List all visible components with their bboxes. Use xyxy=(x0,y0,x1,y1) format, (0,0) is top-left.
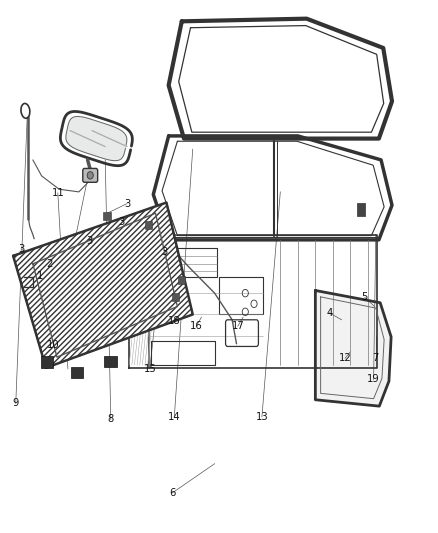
Polygon shape xyxy=(13,203,193,368)
Bar xyxy=(357,203,365,216)
Text: 13: 13 xyxy=(256,412,268,422)
Bar xyxy=(41,356,53,368)
Text: 15: 15 xyxy=(143,364,156,374)
Text: 9: 9 xyxy=(13,399,19,408)
Text: 19: 19 xyxy=(367,375,380,384)
Text: 3: 3 xyxy=(161,247,167,256)
Circle shape xyxy=(87,172,93,179)
Text: 5: 5 xyxy=(362,293,368,302)
Text: 12: 12 xyxy=(339,353,352,363)
Text: 17: 17 xyxy=(231,321,244,331)
Text: 1: 1 xyxy=(37,271,43,281)
Bar xyxy=(178,276,185,284)
Polygon shape xyxy=(315,290,391,406)
Text: 6: 6 xyxy=(169,488,175,498)
Polygon shape xyxy=(13,203,193,368)
Bar xyxy=(103,212,111,220)
Text: 3: 3 xyxy=(119,217,125,227)
Text: 14: 14 xyxy=(168,412,180,422)
Bar xyxy=(71,367,83,378)
Text: 10: 10 xyxy=(47,340,60,350)
Text: 18: 18 xyxy=(168,316,180,326)
Text: 8: 8 xyxy=(108,415,114,424)
Text: 7: 7 xyxy=(373,353,379,363)
Text: 11: 11 xyxy=(51,188,64,198)
Bar xyxy=(172,293,179,301)
Text: 16: 16 xyxy=(190,321,203,331)
Bar xyxy=(145,221,152,229)
Text: 3: 3 xyxy=(87,237,93,246)
Bar xyxy=(104,356,117,367)
Text: 4: 4 xyxy=(326,308,332,318)
Text: 2: 2 xyxy=(46,260,53,269)
FancyBboxPatch shape xyxy=(83,168,98,182)
Text: 3: 3 xyxy=(18,244,24,254)
Text: 3: 3 xyxy=(124,199,130,208)
